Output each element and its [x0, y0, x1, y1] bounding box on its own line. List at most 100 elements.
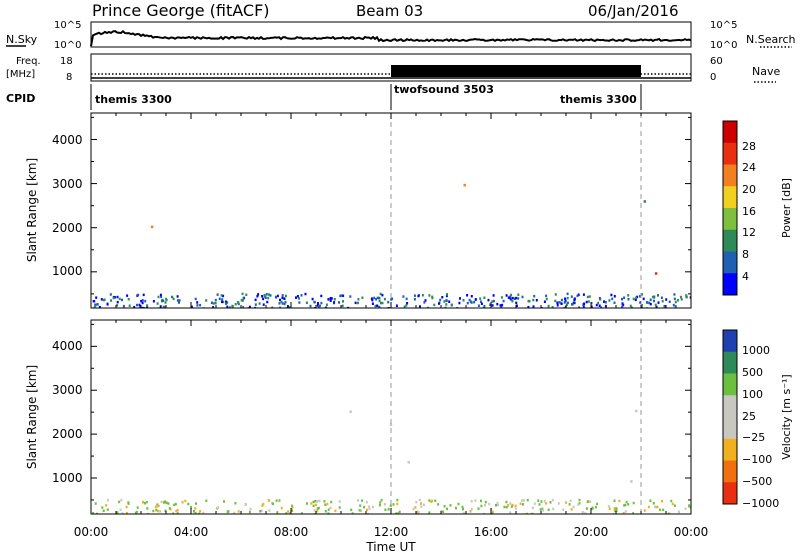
velocity-pixel — [395, 512, 398, 514]
velocity-pixel — [565, 501, 568, 504]
power-pixel — [566, 301, 569, 305]
velocity-pixel — [365, 501, 368, 504]
velocity-pixel — [495, 504, 497, 507]
velocity-pixel — [552, 507, 555, 511]
velocity-pixel — [106, 508, 109, 511]
vel-cbar-25: 25 — [742, 410, 756, 423]
velocity-pixel — [462, 512, 465, 514]
power-pixel — [489, 303, 492, 306]
power-colorbar-swatch — [723, 186, 737, 209]
power-pixel — [295, 296, 297, 299]
velocity-pixel — [135, 510, 138, 514]
velocity-pixel — [312, 500, 315, 504]
velocity-pixel — [624, 503, 627, 507]
power-pixel — [231, 305, 234, 308]
velocity-pixel — [545, 502, 548, 505]
power-pixel — [98, 305, 101, 308]
noise-sky-label: N.Sky — [6, 33, 38, 46]
velocity-pixel — [237, 510, 240, 513]
velocity-pixel — [267, 499, 270, 502]
velocity-pixel — [673, 504, 676, 507]
power-pixel — [139, 306, 141, 308]
station-title: Prince George (fitACF) — [92, 1, 270, 20]
cpid-segment-1: themis 3300 — [95, 93, 172, 106]
power-pixel — [444, 306, 447, 308]
power-pixel — [653, 296, 656, 299]
velocity-pixel — [437, 503, 440, 506]
power-pixel — [103, 298, 106, 301]
power-pixel — [361, 296, 364, 299]
power-pixel — [218, 297, 221, 301]
velocity-pixel — [96, 512, 98, 514]
power-colorbar-swatch — [723, 273, 737, 296]
velocity-pixel — [379, 501, 382, 504]
power-pixel — [424, 299, 427, 302]
velocity-pixel — [671, 502, 674, 506]
power-colorbar-label: Power [dB] — [780, 178, 793, 238]
power-pixel — [281, 294, 284, 297]
power-pixel — [545, 297, 548, 301]
velocity-pixel — [94, 502, 97, 505]
power-pixel — [499, 304, 502, 307]
power-pixel — [515, 304, 518, 307]
cpid-segment-3: themis 3300 — [560, 93, 637, 106]
power-pixel — [95, 296, 98, 299]
power-pixel — [214, 298, 217, 302]
power-pixel — [279, 306, 282, 308]
power-pixel — [405, 304, 408, 307]
velocity-pixel — [260, 509, 263, 513]
velocity-pixel — [470, 500, 473, 503]
power-colorbar: 28 24 20 16 12 8 4 Power [dB] — [722, 120, 793, 296]
power-pixel — [431, 296, 434, 300]
power-pixel — [225, 302, 228, 305]
power-pixel — [627, 298, 630, 301]
power-pixel — [241, 299, 244, 302]
velocity-pixel — [531, 512, 534, 514]
power-pixel — [176, 299, 179, 302]
velocity-pixel — [142, 500, 144, 504]
power-pixel — [164, 301, 167, 304]
velocity-pixel — [484, 500, 487, 504]
velocity-pixel — [484, 504, 486, 507]
power-pixel — [657, 294, 659, 297]
power-pixel — [220, 294, 223, 297]
velocity-pixel — [497, 503, 499, 507]
power-pixel — [491, 304, 494, 307]
power-pixel — [527, 305, 530, 308]
velocity-pixel — [474, 499, 477, 502]
power-pixel — [468, 298, 471, 302]
power-pixel — [576, 294, 579, 298]
power-pixel — [463, 183, 466, 187]
power-pixel — [560, 302, 563, 305]
power-ytick-2000: 2000 — [52, 221, 83, 235]
power-pixel — [286, 305, 289, 308]
frequency-panel: Freq. [MHz] 18 8 60 0 Nave — [6, 53, 780, 83]
power-pixel — [257, 293, 260, 296]
velocity-pixel — [223, 500, 225, 503]
power-pixel — [655, 305, 658, 308]
velocity-pixel — [127, 502, 130, 505]
power-pixel — [515, 296, 518, 300]
velocity-pixel — [549, 501, 552, 504]
velocity-pixel — [291, 506, 294, 509]
velocity-pixel — [496, 501, 499, 505]
velocity-pixel — [396, 498, 399, 502]
velocity-pixel — [378, 503, 381, 507]
power-pixel — [248, 305, 251, 308]
freq-unit-label: [MHz] — [6, 69, 35, 80]
power-pixel — [378, 296, 381, 300]
noise-right-tick-top: 10^5 — [710, 20, 737, 31]
velocity-pixel — [632, 512, 635, 514]
velocity-pixel — [105, 504, 108, 507]
power-pixel — [528, 299, 531, 303]
power-pixel — [535, 299, 538, 302]
power-pixel — [298, 297, 300, 300]
velocity-pixel — [156, 504, 159, 508]
time-tick-2000: 20:00 — [574, 525, 609, 539]
velocity-scatter-data — [92, 409, 691, 514]
power-colorbar-swatch — [723, 229, 737, 252]
power-pixel — [515, 301, 518, 305]
velocity-colorbar-label: Velocity [m s⁻¹] — [780, 374, 793, 459]
power-pixel — [242, 305, 245, 308]
velocity-pixel — [184, 499, 187, 503]
